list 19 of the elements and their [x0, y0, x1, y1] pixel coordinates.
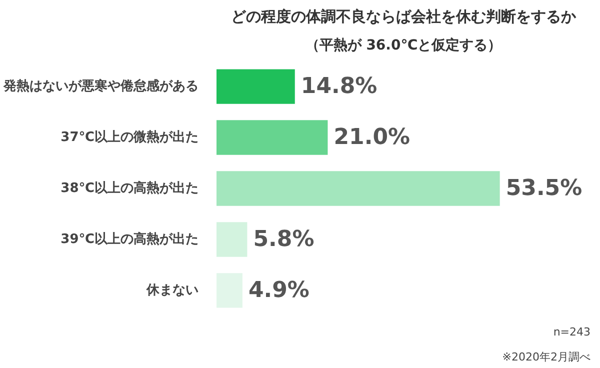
data-label: 14.8%	[300, 74, 378, 100]
data-label: 53.5%	[506, 176, 582, 201]
bar	[216, 69, 295, 104]
text: n=243	[553, 326, 591, 338]
data-label: 5.8%	[253, 226, 314, 252]
chart-title: どの程度の体調不良ならば会社を休む判断をするか	[231, 8, 577, 26]
y-tick-label: 38℃以上の高熱が出た	[60, 180, 199, 196]
bar	[216, 222, 248, 257]
y-tick-label: 39℃以上の高熱が出た	[60, 230, 199, 247]
bar	[216, 171, 500, 206]
y-tick-label: 37℃以上の微熱が出た	[60, 129, 199, 146]
bar	[216, 273, 242, 308]
text: ※2020年2月調べ	[502, 350, 591, 364]
data-label: 21.0%	[334, 125, 410, 150]
y-tick-label: 休まない	[146, 282, 198, 298]
data-label: 4.9%	[248, 278, 310, 303]
bar	[216, 120, 328, 155]
chart-subtitle: （平熱が 36.0℃と仮定する）	[305, 36, 502, 54]
y-tick-label: 発熱はないが悪寒や倦怠感がある	[2, 78, 198, 94]
